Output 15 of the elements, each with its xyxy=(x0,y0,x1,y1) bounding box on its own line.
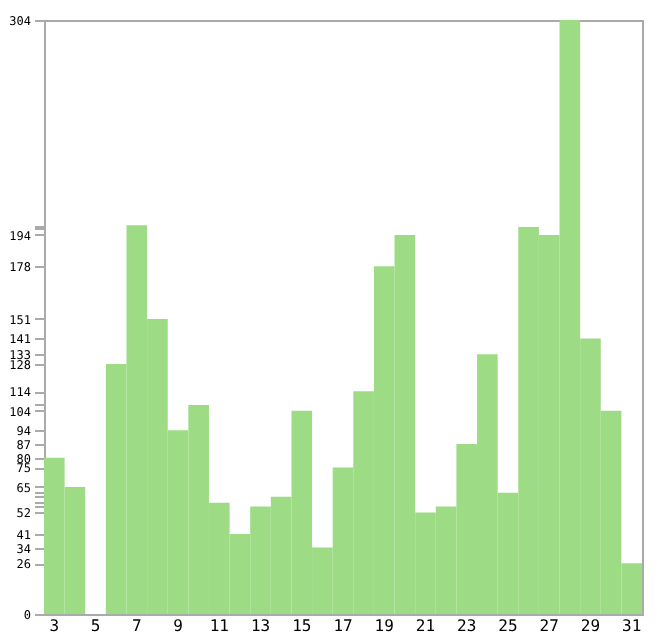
x-tick-label: 3 xyxy=(49,617,60,635)
x-tick-label: 5 xyxy=(90,617,101,635)
x-tick-label: 25 xyxy=(498,617,518,635)
x-tick-label: 19 xyxy=(374,617,395,635)
x-tick-label: 29 xyxy=(580,617,601,635)
x-tick-label: 17 xyxy=(333,617,353,635)
x-tick-label: 31 xyxy=(622,617,642,635)
x-tick-label: 27 xyxy=(539,617,560,635)
x-tick-label: 11 xyxy=(209,617,230,635)
x-tick-label: 9 xyxy=(173,617,184,635)
x-tick-label: 21 xyxy=(415,617,436,635)
x-tick-label: 15 xyxy=(292,617,312,635)
x-tick-label: 13 xyxy=(250,617,271,635)
x-tick-label: 23 xyxy=(457,617,477,635)
x-tick-label: 7 xyxy=(131,617,142,635)
